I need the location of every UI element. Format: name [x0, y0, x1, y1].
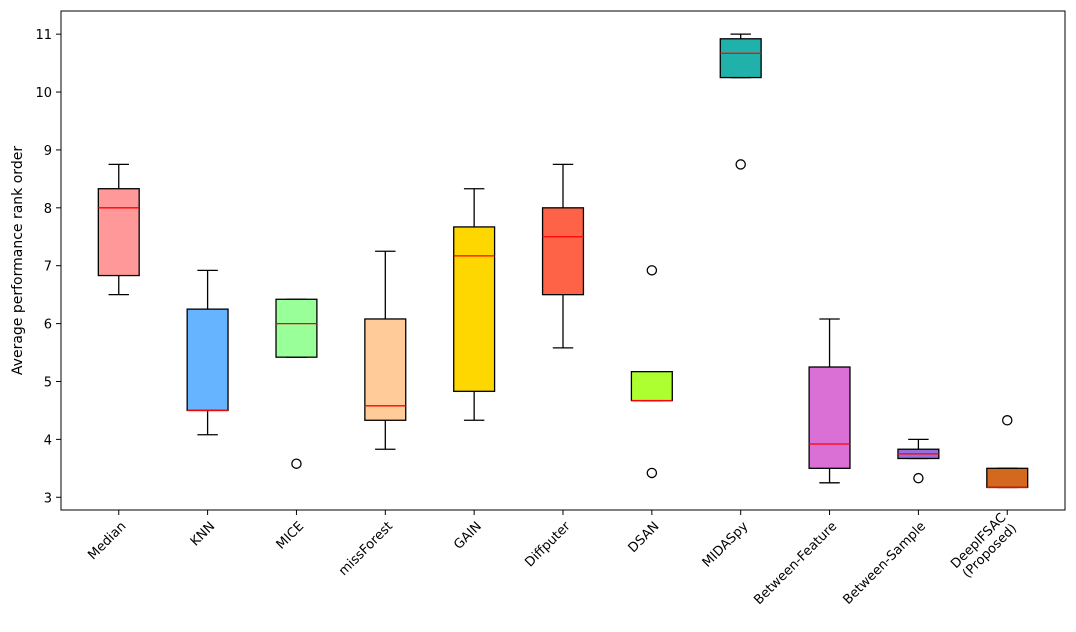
x-tick-label: MICE — [274, 519, 307, 552]
x-tick-label-line: Between-Feature — [751, 519, 840, 608]
box-group — [275, 298, 318, 469]
y-tick-label: 6 — [44, 318, 52, 333]
x-tick-label-line: GAIN — [451, 519, 485, 553]
x-axis: Median KNN MICE missForest GAIN Diffputer DSAN… — [85, 510, 1020, 608]
box — [630, 370, 673, 402]
outlier-point — [735, 159, 746, 170]
x-tick-label-line: Median — [85, 519, 129, 563]
box-group — [630, 265, 673, 479]
x-tick-label-line: missForest — [336, 519, 396, 579]
x-tick-label-line: DSAN — [626, 519, 663, 556]
plot-layer — [97, 33, 1029, 489]
box-group — [541, 163, 585, 349]
x-tick-label: KNN — [188, 519, 218, 549]
x-tick-label: GAIN — [451, 519, 485, 553]
outlier-point — [913, 472, 924, 484]
x-tick-label: MIDASpy — [700, 519, 752, 571]
box — [97, 188, 140, 277]
box-group — [719, 33, 762, 170]
y-tick-label: 8 — [44, 202, 52, 217]
box-group — [453, 188, 496, 421]
x-tick-label: Diffputer — [522, 519, 574, 571]
box — [453, 226, 496, 392]
box — [541, 207, 585, 296]
box — [186, 308, 229, 412]
y-tick-label: 4 — [44, 433, 52, 448]
outlier-point — [646, 467, 658, 479]
box-group — [186, 269, 229, 436]
y-axis: 3 4 5 6 7 8 9 10 11 — [35, 28, 61, 506]
y-tick-label: 11 — [35, 28, 52, 43]
outlier-point — [646, 265, 658, 276]
y-axis-title: Average performance rank order — [10, 146, 26, 375]
box — [808, 366, 851, 469]
x-tick-label: Between-Feature — [751, 519, 840, 608]
y-tick-label: 5 — [44, 375, 52, 390]
x-tick-label: Median — [85, 519, 129, 563]
x-tick-label: missForest — [336, 519, 396, 579]
box — [275, 298, 318, 358]
y-tick-label: 9 — [44, 144, 52, 159]
box-group — [986, 415, 1029, 489]
y-tick-label: 7 — [44, 260, 52, 275]
x-tick-label: DSAN — [626, 519, 663, 556]
x-tick-label-line: Between-Sample — [840, 519, 929, 608]
outlier-point — [1001, 415, 1013, 426]
box — [719, 38, 762, 79]
x-tick-label: Between-Sample — [840, 519, 929, 608]
x-tick-label-line: KNN — [188, 519, 218, 549]
box-group — [808, 318, 851, 484]
box — [986, 467, 1029, 489]
outlier-point — [291, 458, 302, 469]
x-tick-label-line: MICE — [274, 519, 307, 552]
box-group — [897, 438, 940, 484]
y-tick-label: 3 — [44, 491, 52, 506]
y-tick-label: 10 — [35, 86, 52, 101]
x-tick-label: DeepIFSAC(Proposed) — [948, 511, 1020, 583]
box-group — [364, 250, 407, 450]
x-tick-label-line: MIDASpy — [700, 519, 752, 571]
box-group — [97, 163, 140, 296]
x-tick-label-line: Diffputer — [522, 519, 574, 571]
box — [364, 318, 407, 421]
